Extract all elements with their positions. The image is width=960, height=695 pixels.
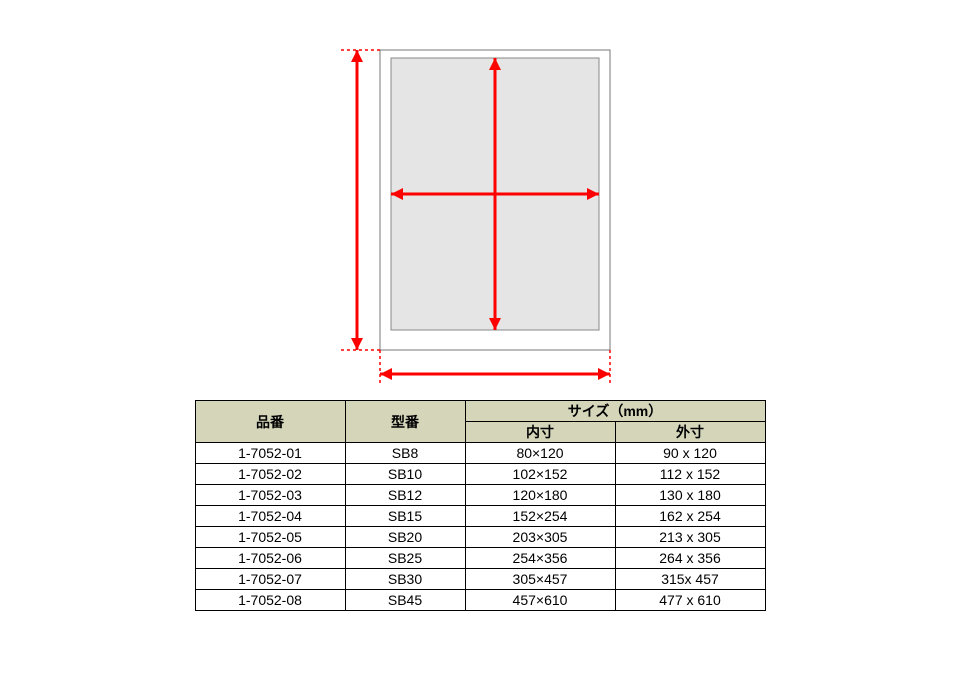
cell-part_no: 1-7052-04 [195, 506, 345, 527]
cell-part_no: 1-7052-03 [195, 485, 345, 506]
cell-model_no: SB12 [345, 485, 465, 506]
header-size-group: サイズ（mm） [465, 401, 765, 422]
cell-part_no: 1-7052-07 [195, 569, 345, 590]
spec-table-head: 品番 型番 サイズ（mm） 内寸 外寸 [195, 401, 765, 443]
table-row: 1-7052-08SB45457×610477 x 610 [195, 590, 765, 611]
cell-outer: 213 x 305 [615, 527, 765, 548]
cell-part_no: 1-7052-06 [195, 548, 345, 569]
cell-part_no: 1-7052-02 [195, 464, 345, 485]
cell-model_no: SB10 [345, 464, 465, 485]
cell-outer: 477 x 610 [615, 590, 765, 611]
header-part-no: 品番 [195, 401, 345, 443]
table-row: 1-7052-02SB10102×152112 x 152 [195, 464, 765, 485]
cell-outer: 130 x 180 [615, 485, 765, 506]
header-outer: 外寸 [615, 422, 765, 443]
table-row: 1-7052-04SB15152×254162 x 254 [195, 506, 765, 527]
cell-model_no: SB25 [345, 548, 465, 569]
cell-inner: 203×305 [465, 527, 615, 548]
table-row: 1-7052-05SB20203×305213 x 305 [195, 527, 765, 548]
cell-outer: 112 x 152 [615, 464, 765, 485]
cell-model_no: SB30 [345, 569, 465, 590]
table-row: 1-7052-01SB880×12090 x 120 [195, 443, 765, 464]
table-row: 1-7052-06SB25254×356264 x 356 [195, 548, 765, 569]
table-row: 1-7052-03SB12120×180130 x 180 [195, 485, 765, 506]
spec-table: 品番 型番 サイズ（mm） 内寸 外寸 1-7052-01SB880×12090… [195, 400, 766, 611]
spec-table-body: 1-7052-01SB880×12090 x 1201-7052-02SB101… [195, 443, 765, 611]
cell-inner: 102×152 [465, 464, 615, 485]
cell-inner: 80×120 [465, 443, 615, 464]
cell-inner: 305×457 [465, 569, 615, 590]
header-inner: 内寸 [465, 422, 615, 443]
cell-part_no: 1-7052-05 [195, 527, 345, 548]
cell-model_no: SB8 [345, 443, 465, 464]
cell-inner: 152×254 [465, 506, 615, 527]
cell-inner: 254×356 [465, 548, 615, 569]
cell-model_no: SB15 [345, 506, 465, 527]
cell-inner: 120×180 [465, 485, 615, 506]
cell-outer: 90 x 120 [615, 443, 765, 464]
cell-model_no: SB20 [345, 527, 465, 548]
cell-part_no: 1-7052-01 [195, 443, 345, 464]
header-model-no: 型番 [345, 401, 465, 443]
cell-outer: 162 x 254 [615, 506, 765, 527]
dimension-diagram [325, 30, 635, 390]
cell-inner: 457×610 [465, 590, 615, 611]
cell-outer: 315x 457 [615, 569, 765, 590]
cell-outer: 264 x 356 [615, 548, 765, 569]
cell-part_no: 1-7052-08 [195, 590, 345, 611]
cell-model_no: SB45 [345, 590, 465, 611]
table-row: 1-7052-07SB30305×457315x 457 [195, 569, 765, 590]
dimension-svg [325, 30, 635, 390]
